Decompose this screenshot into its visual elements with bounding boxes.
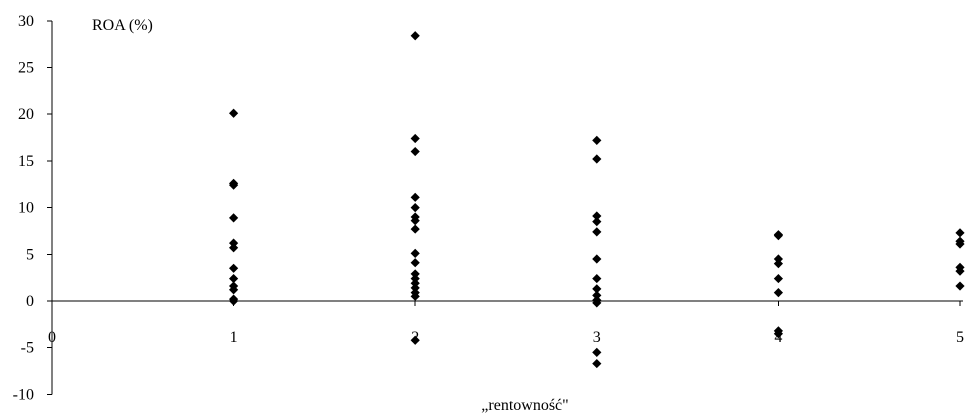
y-axis-title: ROA (%)	[92, 17, 153, 34]
scatter-point	[410, 269, 420, 279]
scatter-point	[229, 238, 239, 248]
scatter-point	[592, 227, 602, 237]
data-points	[229, 31, 965, 369]
x-tick-label: 5	[956, 329, 964, 346]
scatter-point	[229, 285, 239, 295]
x-tick-label: 1	[230, 329, 238, 346]
scatter-point	[229, 213, 239, 223]
x-tick-label: 3	[593, 329, 601, 346]
scatter-point	[592, 211, 602, 221]
y-tick-label: 15	[18, 153, 34, 170]
scatter-point	[410, 283, 420, 293]
scatter-point	[229, 273, 239, 284]
scatter-point	[592, 217, 602, 227]
x-tick-label: 0	[48, 329, 56, 346]
scatter-point	[773, 259, 783, 269]
scatter-point	[410, 258, 420, 268]
scatter-point	[410, 278, 420, 288]
y-tick-label: -10	[13, 386, 34, 403]
scatter-point	[592, 273, 602, 284]
scatter-point	[592, 254, 602, 264]
scatter-point	[410, 248, 420, 258]
scatter-point	[229, 243, 239, 253]
y-tick-label: 0	[26, 293, 34, 310]
scatter-point	[592, 135, 602, 145]
scatter-point	[955, 239, 965, 249]
scatter-point	[229, 180, 239, 190]
scatter-point	[410, 273, 420, 284]
scatter-point	[592, 347, 602, 357]
scatter-point	[410, 203, 420, 213]
scatter-point	[229, 263, 239, 273]
y-axis: -10 -5 0 5 10 15 20 25 30	[13, 13, 53, 403]
scatter-point	[592, 358, 602, 369]
scatter-point	[410, 146, 420, 157]
scatter-point	[410, 335, 420, 345]
scatter-point	[410, 192, 420, 202]
scatter-point	[773, 273, 783, 284]
scatter-point	[955, 266, 965, 276]
y-tick-label: 20	[18, 106, 34, 123]
y-tick-label: 30	[18, 13, 34, 30]
scatter-point	[773, 254, 783, 264]
scatter-point	[592, 154, 602, 164]
scatter-point	[773, 287, 783, 298]
y-tick-label: -5	[21, 340, 34, 357]
scatter-point	[229, 296, 239, 306]
scatter-point	[955, 281, 965, 291]
y-tick-label: 25	[18, 60, 34, 77]
scatter-point	[410, 133, 420, 144]
scatter-point	[229, 108, 239, 118]
scatter-point	[773, 329, 783, 339]
scatter-point	[592, 290, 602, 300]
y-tick-label: 5	[26, 246, 34, 263]
scatter-point	[410, 216, 420, 226]
scatter-point	[410, 291, 420, 301]
x-axis: 012345	[48, 300, 964, 346]
scatter-point	[773, 231, 783, 241]
scatter-point	[592, 284, 602, 294]
scatter-point	[410, 224, 420, 234]
scatter-point	[592, 298, 602, 308]
x-axis-title: „rentowność"	[481, 397, 568, 414]
scatter-point	[410, 31, 420, 41]
y-tick-label: 10	[18, 200, 34, 217]
scatter-point	[955, 228, 965, 238]
